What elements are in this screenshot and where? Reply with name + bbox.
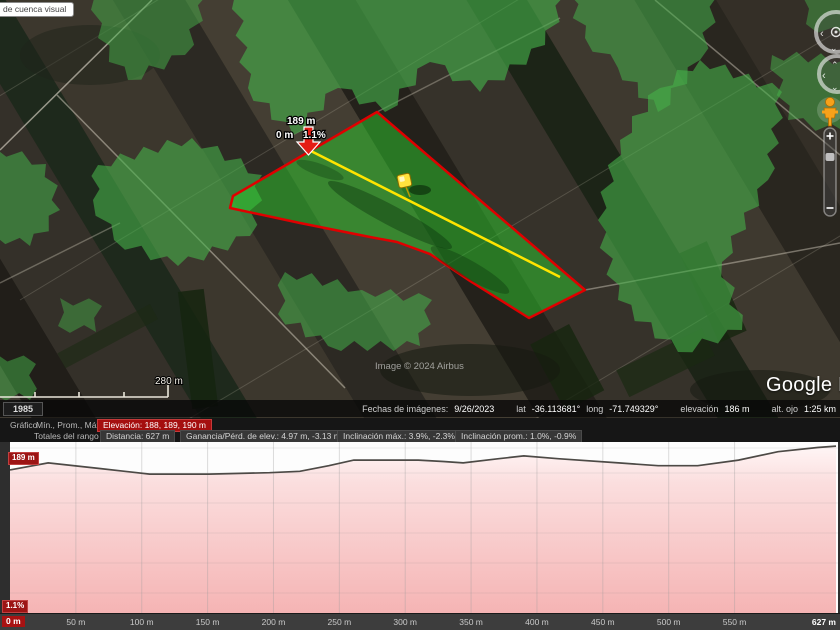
viewshed-blob: [91, 0, 203, 80]
axis-tick-label: 627 m: [811, 617, 836, 627]
axis-tick-label: 250 m: [327, 617, 352, 627]
axis-tick-label: 0 m: [2, 616, 25, 627]
grafico-label: Gráfico: [10, 420, 38, 430]
look-down-arrow-icon[interactable]: ⌄: [830, 43, 838, 53]
slope-cursor-badge: 1.1%: [2, 600, 29, 613]
imagery-date-value: 9/26/2023: [454, 403, 495, 414]
axis-tick-label: 350 m: [459, 617, 483, 627]
move-up-arrow-icon[interactable]: ⌃: [831, 60, 839, 70]
profile-path-line[interactable]: [302, 145, 561, 279]
cursor-arrow-icon: [295, 126, 322, 156]
distance-axis: 0 m 50 m 100 m 150 m 200 m 250 m 300 m 350 m 400…: [0, 613, 840, 630]
viewshed-blob: [598, 60, 783, 353]
eye-alt-value: 1:25 km: [803, 403, 836, 414]
move-down-arrow-icon[interactable]: ⌄: [831, 82, 839, 92]
viewshed-tooltip: de cuenca visual: [0, 2, 75, 17]
viewshed-blob: [277, 272, 432, 351]
elevation-value: 186 m: [724, 403, 750, 414]
min-prom-max-label: Mín., Prom., Máx.: [36, 420, 104, 430]
axis-tick-label: 500 m: [656, 617, 681, 627]
cursor-elevation-label: 189 m: [287, 116, 315, 127]
look-joystick[interactable]: ‹ ⌄: [814, 10, 840, 54]
look-left-arrow-icon[interactable]: ‹: [820, 28, 824, 40]
zoom-slider[interactable]: [823, 127, 837, 217]
chart-frame: [0, 442, 10, 613]
long-value: -71.749329°: [609, 403, 659, 414]
move-left-arrow-icon[interactable]: ‹: [822, 70, 826, 82]
elevation-cursor-badge: 189 m: [8, 452, 39, 465]
chart-frame: [838, 442, 840, 613]
axis-tick-label: 100 m: [129, 617, 154, 627]
viewshed-overlay: [0, 0, 840, 401]
map-viewport[interactable]: 189 m 0 m 1.1% 280 m Image © 2024 Airbus: [0, 0, 840, 418]
imagery-date-label: Fechas de imágenes:: [362, 403, 449, 414]
cursor-distance-label: 0 m: [276, 130, 293, 141]
elevation-chart[interactable]: 189 m 1.1%: [0, 442, 840, 613]
totales-label: Totales del rango: [34, 431, 99, 441]
pegman-icon[interactable]: [817, 97, 840, 127]
history-year-badge[interactable]: 1985: [3, 401, 44, 416]
move-joystick[interactable]: ‹ ⌃ ⌄: [817, 54, 840, 94]
pushpin-icon[interactable]: [396, 172, 431, 198]
elevation-label: elevación: [680, 403, 719, 414]
elevation-profile-panel: Gráfico Mín., Prom., Máx. Elevación: 188…: [0, 418, 840, 630]
viewshed-blob: [0, 355, 37, 401]
viewshed-blob: [91, 138, 263, 266]
axis-tick-label: 300 m: [393, 617, 418, 627]
property-polygon[interactable]: [228, 110, 587, 320]
profile-cursor-marker: 189 m 0 m 1.1%: [275, 115, 327, 156]
zoom-slider-handle[interactable]: [825, 153, 835, 161]
attribution-label: Image © 2024 Airbus: [375, 361, 464, 372]
axis-tick-label: 550 m: [722, 617, 747, 627]
eye-alt-label: alt. ojo: [771, 403, 798, 414]
zoom-in-button[interactable]: [826, 132, 834, 140]
elevation-curve: [9, 445, 837, 475]
scale-bar-label: 280 m: [155, 376, 183, 387]
scale-bar: [0, 385, 169, 398]
axis-tick-label: 450 m: [591, 617, 615, 627]
axis-tick-label: 200 m: [261, 617, 286, 627]
viewshed-blob: [231, 0, 561, 135]
long-label: long: [586, 403, 604, 414]
lat-value: -36.113681°: [531, 403, 581, 414]
viewshed-blob: [58, 298, 102, 333]
axis-tick-label: 50 m: [66, 617, 86, 627]
elevation-area-fill: [10, 446, 836, 613]
map-canvas[interactable]: 189 m 0 m 1.1% 280 m Image © 2024 Airbus: [0, 0, 840, 418]
axis-tick-label: 150 m: [195, 617, 220, 627]
profile-header: Gráfico Mín., Prom., Máx. Elevación: 188…: [0, 418, 840, 443]
polygon-tree-shadows: [296, 159, 510, 294]
cursor-slope-label: 1.1%: [303, 130, 326, 141]
viewshed-blob: [0, 151, 60, 246]
lat-label: lat: [516, 403, 526, 414]
google-earth-logo: Google Ear: [766, 374, 840, 396]
axis-tick-label: 400 m: [525, 617, 549, 627]
status-bar: 1985 Fechas de imágenes: 9/26/2023 lat -…: [0, 400, 840, 417]
eye-icon: [830, 26, 840, 38]
